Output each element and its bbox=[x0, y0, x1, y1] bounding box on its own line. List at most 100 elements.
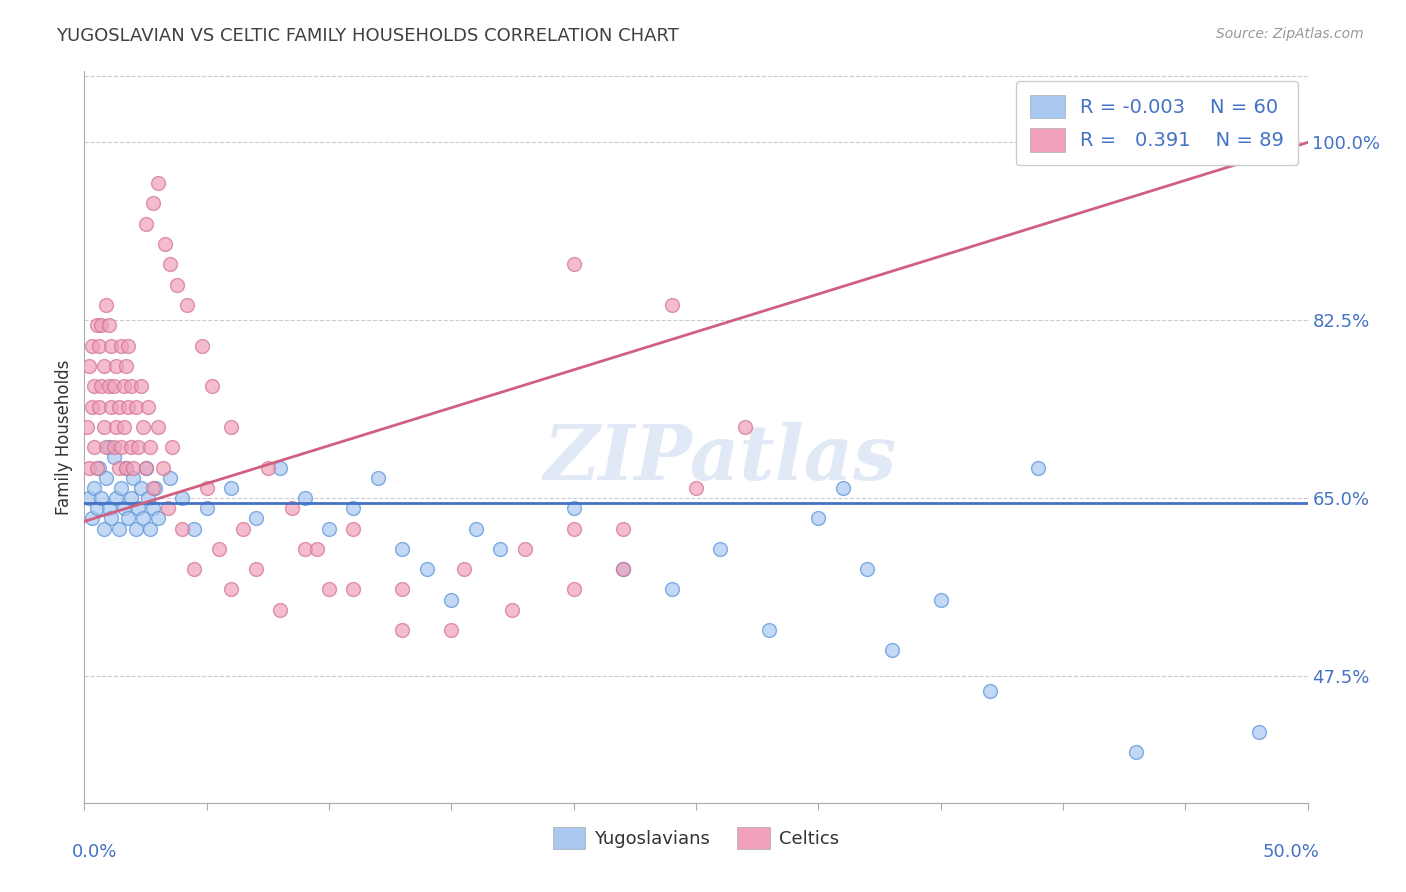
Point bbox=[83, 481, 105, 495]
Point bbox=[453, 562, 475, 576]
Point bbox=[929, 592, 952, 607]
Point bbox=[90, 379, 112, 393]
Point bbox=[112, 501, 135, 516]
Point bbox=[391, 582, 413, 597]
Point bbox=[440, 592, 463, 607]
Point bbox=[97, 440, 120, 454]
Point bbox=[125, 400, 148, 414]
Point bbox=[245, 562, 267, 576]
Point bbox=[269, 603, 291, 617]
Point bbox=[115, 460, 138, 475]
Point bbox=[103, 440, 125, 454]
Point bbox=[117, 338, 139, 352]
Point bbox=[232, 521, 254, 535]
Point bbox=[416, 562, 439, 576]
Point bbox=[107, 460, 129, 475]
Point bbox=[269, 460, 291, 475]
Point bbox=[464, 521, 486, 535]
Point bbox=[391, 623, 413, 637]
Point bbox=[489, 541, 512, 556]
Point bbox=[103, 379, 125, 393]
Point bbox=[200, 379, 222, 393]
Point bbox=[97, 318, 120, 333]
Point bbox=[136, 491, 159, 505]
Point bbox=[100, 511, 122, 525]
Point bbox=[342, 521, 364, 535]
Point bbox=[115, 460, 138, 475]
Point bbox=[612, 521, 634, 535]
Point bbox=[219, 481, 242, 495]
Point bbox=[758, 623, 780, 637]
Point bbox=[77, 460, 100, 475]
Point bbox=[97, 501, 120, 516]
Point bbox=[136, 400, 159, 414]
Point bbox=[342, 501, 364, 516]
Point bbox=[105, 420, 128, 434]
Legend: Yugoslavians, Celtics: Yugoslavians, Celtics bbox=[546, 820, 846, 856]
Y-axis label: Family Households: Family Households bbox=[55, 359, 73, 515]
Point bbox=[342, 582, 364, 597]
Point bbox=[195, 481, 218, 495]
Point bbox=[318, 521, 340, 535]
Point bbox=[305, 541, 328, 556]
Point bbox=[1125, 745, 1147, 759]
Point bbox=[612, 562, 634, 576]
Point bbox=[294, 491, 316, 505]
Point bbox=[685, 481, 707, 495]
Point bbox=[1247, 724, 1270, 739]
Point bbox=[245, 511, 267, 525]
Point bbox=[143, 481, 166, 495]
Point bbox=[96, 298, 118, 312]
Point bbox=[502, 603, 524, 617]
Point bbox=[856, 562, 879, 576]
Point bbox=[93, 521, 115, 535]
Point bbox=[87, 400, 110, 414]
Point bbox=[979, 684, 1001, 698]
Point bbox=[1028, 460, 1050, 475]
Point bbox=[139, 521, 162, 535]
Point bbox=[142, 196, 165, 211]
Point bbox=[162, 440, 184, 454]
Point bbox=[294, 541, 316, 556]
Point bbox=[195, 501, 218, 516]
Point bbox=[110, 440, 132, 454]
Point bbox=[562, 521, 585, 535]
Point bbox=[86, 460, 108, 475]
Point bbox=[87, 460, 110, 475]
Point bbox=[132, 511, 155, 525]
Point bbox=[191, 338, 214, 352]
Point bbox=[219, 582, 242, 597]
Point bbox=[80, 400, 103, 414]
Point bbox=[142, 501, 165, 516]
Point bbox=[77, 359, 100, 373]
Point bbox=[105, 491, 128, 505]
Point bbox=[129, 481, 152, 495]
Text: YUGOSLAVIAN VS CELTIC FAMILY HOUSEHOLDS CORRELATION CHART: YUGOSLAVIAN VS CELTIC FAMILY HOUSEHOLDS … bbox=[56, 27, 679, 45]
Point bbox=[90, 491, 112, 505]
Point bbox=[562, 501, 585, 516]
Point bbox=[105, 359, 128, 373]
Point bbox=[183, 562, 205, 576]
Point bbox=[120, 440, 142, 454]
Point bbox=[122, 471, 145, 485]
Point bbox=[129, 379, 152, 393]
Point bbox=[135, 460, 157, 475]
Point bbox=[391, 541, 413, 556]
Point bbox=[96, 471, 118, 485]
Point bbox=[661, 582, 683, 597]
Point bbox=[562, 582, 585, 597]
Point bbox=[661, 298, 683, 312]
Point bbox=[146, 511, 169, 525]
Point bbox=[139, 440, 162, 454]
Point bbox=[117, 511, 139, 525]
Point bbox=[83, 379, 105, 393]
Point bbox=[83, 440, 105, 454]
Point bbox=[734, 420, 756, 434]
Point bbox=[142, 481, 165, 495]
Point bbox=[80, 338, 103, 352]
Point bbox=[93, 420, 115, 434]
Point bbox=[132, 420, 155, 434]
Text: ZIPatlas: ZIPatlas bbox=[544, 422, 897, 496]
Point bbox=[807, 511, 830, 525]
Point bbox=[122, 460, 145, 475]
